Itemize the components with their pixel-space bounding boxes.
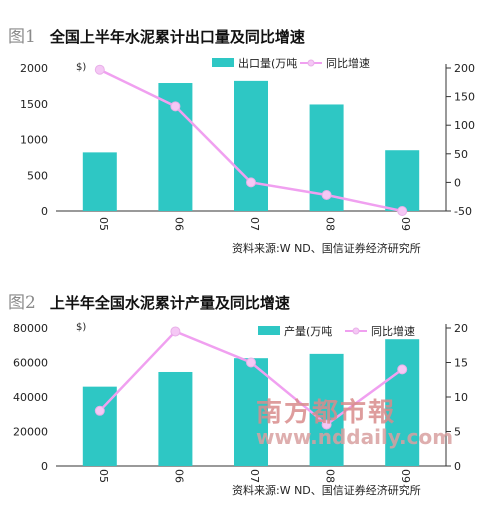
chart-1-right-tick-label: 100 xyxy=(454,119,475,132)
chart-1-left-tick-label: 500 xyxy=(27,169,48,182)
watermark-name: 南方都市報 xyxy=(256,398,397,428)
chart-1-left-tick-label: 0 xyxy=(41,205,48,218)
chart-2-right-tick-label: 5 xyxy=(454,426,461,439)
chart-1-figure-label: 图1 xyxy=(8,27,36,47)
chart-2-left-tick-label: 20000 xyxy=(13,426,48,439)
chart-1-growth-point xyxy=(321,189,332,200)
watermark-url: www.nddaily.com xyxy=(256,425,454,449)
chart-1-title: 全国上半年水泥累计出口量及同比增速 xyxy=(49,28,305,46)
chart-2-right-tick-label: 0 xyxy=(454,460,461,473)
chart-1-right-tick-label: -50 xyxy=(454,205,472,218)
chart-2-svg: 80000 60000 40000 20000 0 20 15 10 5 0 $) 05 06 07 08 0… xyxy=(13,322,468,497)
chart-1-right-tick-label: 150 xyxy=(454,91,475,104)
chart-1-bar xyxy=(234,80,268,212)
chart-2-left-tick-label: 80000 xyxy=(13,322,48,335)
chart-2-left-tick-label: 0 xyxy=(41,460,48,473)
chart-2-right-tick-label: 10 xyxy=(454,391,468,404)
chart-1-right-tick-label: 50 xyxy=(454,148,468,161)
chart-2-right-tick-label: 20 xyxy=(454,322,468,335)
chart-2-bar xyxy=(385,339,420,466)
chart-2-legend-bar-label: 产量(万吨 xyxy=(284,324,332,338)
chart-1-bar xyxy=(82,152,117,211)
chart-1-legend-bar-label: 出口量(万吨 xyxy=(238,56,297,70)
chart-1-right-tick-label: 200 xyxy=(454,62,475,75)
chart-1-category-label: 08 xyxy=(324,217,337,231)
chart-1-source: 资料来源:W ND、国信证券经济研究所 xyxy=(232,241,421,255)
chart-1-title-row: 图1 全国上半年水泥累计出口量及同比增速 xyxy=(8,22,305,47)
chart-1-category-label: 07 xyxy=(248,217,261,231)
newspaper-watermark: 南方都市報 www.nddaily.com xyxy=(256,392,454,449)
chart-2-growth-point xyxy=(397,364,408,375)
chart-1-category-label: 09 xyxy=(399,217,412,231)
chart-1-right-tick-label: 0 xyxy=(454,176,461,189)
chart-1-category-label: 05 xyxy=(97,217,110,231)
chart-panel-1: 图1 全国上半年水泥累计出口量及同比增速 xyxy=(8,22,305,47)
chart-2-bar xyxy=(234,358,268,466)
chart-2-category-label: 06 xyxy=(172,469,185,483)
chart-2-category-label: 07 xyxy=(248,469,261,483)
chart-2-category-label: 09 xyxy=(399,469,412,483)
chart-1-growth-point xyxy=(170,101,181,112)
chart-1-left-tick-label: 2000 xyxy=(20,62,48,75)
chart-2-growth-point xyxy=(246,357,256,368)
chart-2-growth-point xyxy=(94,405,105,416)
chart-2-title-row: 图2 上半年全国水泥累计产量及同比增速 xyxy=(8,288,290,313)
chart-2-category-label: 08 xyxy=(324,469,337,483)
chart-1-legend-line-label: 同比增速 xyxy=(326,56,370,70)
chart-1-left-tick-label: 1000 xyxy=(20,134,48,147)
chart-1-category-label: 06 xyxy=(172,217,185,231)
chart-1-growth-point xyxy=(246,177,256,188)
chart-2-source: 资料来源:W ND、国信证券经济研究所 xyxy=(232,483,421,497)
chart-2-right-tick-label: 15 xyxy=(454,357,468,370)
chart-1-legend-line-marker xyxy=(307,59,315,67)
chart-2-bar xyxy=(309,353,344,466)
chart-1-bar xyxy=(385,150,420,211)
chart-2-unit-label: $) xyxy=(76,322,86,333)
chart-2-figure-label: 图2 xyxy=(8,293,36,313)
chart-1-legend-bar-swatch xyxy=(212,58,234,67)
chart-2-left-tick-label: 60000 xyxy=(13,357,48,370)
chart-2-growth-point xyxy=(170,326,181,337)
chart-2-title: 上半年全国水泥累计产量及同比增速 xyxy=(49,294,290,312)
chart-2-bar xyxy=(158,371,193,466)
chart-2-legend-line-label: 同比增速 xyxy=(371,324,415,338)
chart-2-category-label: 05 xyxy=(97,469,110,483)
chart-2-legend-bar-swatch xyxy=(258,326,280,335)
chart-1-left-tick-label: 1500 xyxy=(20,98,48,111)
chart-2-growth-point xyxy=(321,419,332,430)
chart-1-growth-point xyxy=(397,206,408,216)
chart-2-left-tick-label: 40000 xyxy=(13,391,48,404)
chart-2-legend-line-marker xyxy=(352,327,360,335)
chart-1-unit-label: $) xyxy=(76,62,86,73)
chart-panel-2: 图2 上半年全国水泥累计产量及同比增速 xyxy=(0,260,500,517)
chart-1-growth-point xyxy=(94,64,105,75)
